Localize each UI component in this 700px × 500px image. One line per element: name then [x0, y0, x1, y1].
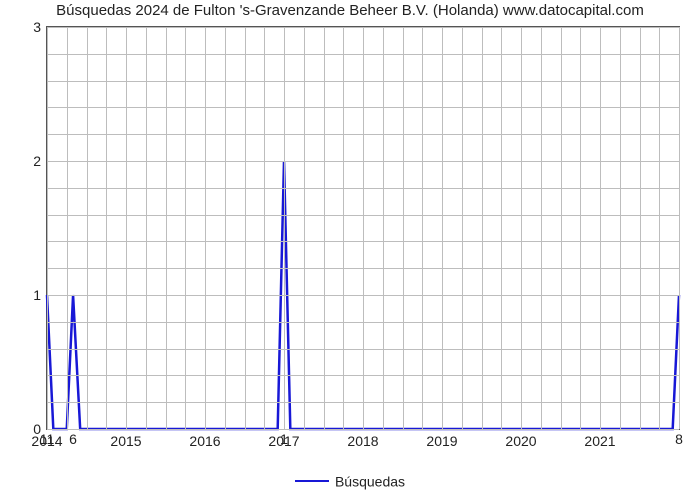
y-tick-label: 2 [33, 153, 41, 169]
gridline-vertical-minor [403, 27, 404, 429]
gridline-vertical-minor [620, 27, 621, 429]
gridline-vertical-minor [304, 27, 305, 429]
legend-label: Búsquedas [335, 473, 405, 489]
gridline-vertical [47, 27, 48, 429]
gridline-vertical-minor [561, 27, 562, 429]
gridline-vertical-minor [422, 27, 423, 429]
gridline-vertical-minor [383, 27, 384, 429]
x-tick-label: 2021 [584, 433, 615, 449]
gridline-vertical [600, 27, 601, 429]
gridline-vertical-minor [343, 27, 344, 429]
x-tick-label: 2020 [505, 433, 536, 449]
x-tick-label: 2016 [189, 433, 220, 449]
legend-swatch [295, 480, 329, 482]
chart-title: Búsquedas 2024 de Fulton 's-Gravenzande … [0, 2, 700, 19]
data-point-label: 1 [280, 431, 288, 447]
data-point-label: 11 [40, 431, 55, 447]
data-point-label: 6 [69, 431, 77, 447]
x-tick-label: 2015 [110, 433, 141, 449]
plot-area: 0123201420152016201720182019202020211161… [46, 26, 680, 430]
gridline-horizontal [47, 429, 679, 430]
gridline-vertical [126, 27, 127, 429]
gridline-vertical-minor [245, 27, 246, 429]
gridline-vertical-minor [106, 27, 107, 429]
gridline-vertical-minor [225, 27, 226, 429]
gridline-vertical-minor [462, 27, 463, 429]
gridline-vertical [205, 27, 206, 429]
y-tick-label: 3 [33, 19, 41, 35]
x-tick-label: 2019 [426, 433, 457, 449]
data-point-label: 8 [675, 431, 683, 447]
gridline-vertical-minor [640, 27, 641, 429]
gridline-vertical-minor [87, 27, 88, 429]
gridline-vertical-minor [67, 27, 68, 429]
y-tick-label: 1 [33, 287, 41, 303]
gridline-vertical [442, 27, 443, 429]
gridline-vertical-minor [264, 27, 265, 429]
legend: Búsquedas [0, 472, 700, 489]
gridline-vertical [284, 27, 285, 429]
gridline-vertical [363, 27, 364, 429]
gridline-vertical-minor [679, 27, 680, 429]
gridline-vertical-minor [185, 27, 186, 429]
gridline-vertical [521, 27, 522, 429]
gridline-vertical-minor [146, 27, 147, 429]
gridline-vertical-minor [580, 27, 581, 429]
gridline-vertical-minor [541, 27, 542, 429]
gridline-vertical-minor [166, 27, 167, 429]
x-tick-label: 2018 [347, 433, 378, 449]
chart-container: Búsquedas 2024 de Fulton 's-Gravenzande … [0, 0, 700, 500]
gridline-vertical-minor [482, 27, 483, 429]
gridline-vertical-minor [324, 27, 325, 429]
gridline-vertical-minor [501, 27, 502, 429]
gridline-vertical-minor [659, 27, 660, 429]
